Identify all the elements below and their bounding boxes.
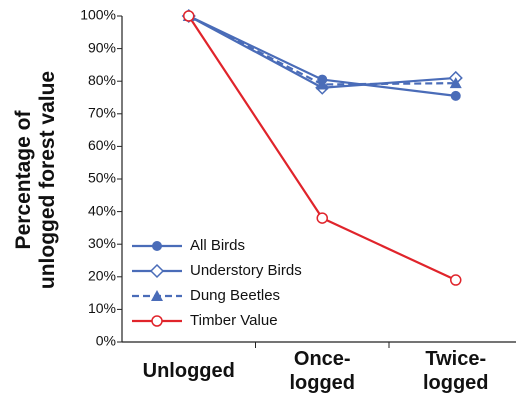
legend-label: Timber Value [190, 312, 278, 329]
y-tick-label: 40% [88, 202, 116, 218]
legend-marker [151, 290, 163, 301]
y-axis-label: Percentage of [12, 110, 35, 250]
legend-marker [149, 263, 165, 279]
legend-label: Understory Birds [190, 262, 302, 279]
y-tick-label: 20% [88, 268, 116, 284]
y-tick-label: 60% [88, 137, 116, 153]
legend-marker [152, 241, 162, 251]
data-point [316, 78, 329, 90]
y-tick-label: 10% [88, 300, 116, 316]
y-tick-label: 30% [88, 235, 116, 251]
legend-label: All Birds [190, 237, 245, 254]
x-tick-label: Twice- [425, 348, 486, 370]
data-point [183, 10, 195, 22]
y-tick-label: 100% [80, 7, 116, 23]
y-tick-label: 50% [88, 170, 116, 186]
data-point [450, 274, 462, 286]
data-point [316, 212, 328, 224]
legend-label: Dung Beetles [190, 287, 280, 304]
y-tick-label: 70% [88, 105, 116, 121]
x-tick-label: logged [289, 372, 355, 394]
y-tick-label: 90% [88, 39, 116, 55]
x-tick-label: Unlogged [143, 360, 235, 382]
data-point [449, 77, 462, 89]
data-point [450, 90, 461, 101]
y-axis-label: unlogged forest value [36, 71, 59, 289]
y-tick-label: 80% [88, 72, 116, 88]
legend-marker [151, 315, 163, 327]
y-tick-label: 0% [96, 333, 116, 349]
x-tick-label: Once- [294, 348, 351, 370]
x-tick-label: logged [423, 372, 489, 394]
series-line [188, 15, 456, 86]
